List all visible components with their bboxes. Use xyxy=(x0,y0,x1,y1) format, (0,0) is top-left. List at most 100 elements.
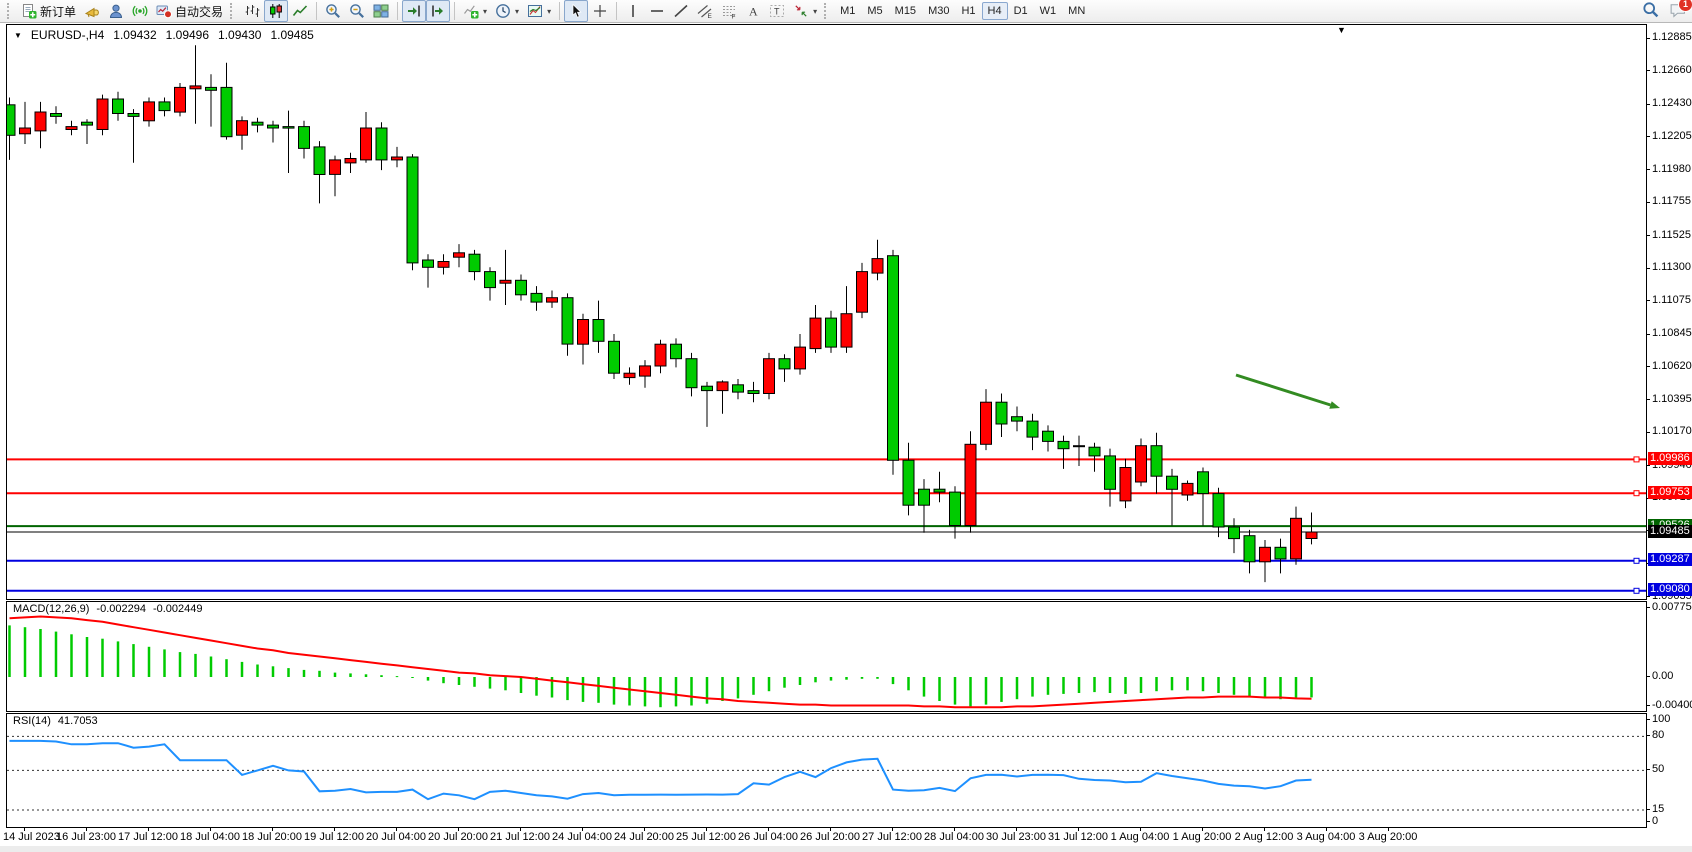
timeframe-w1-button[interactable]: W1 xyxy=(1039,5,1057,17)
vertical-line-button[interactable] xyxy=(621,0,645,22)
date-axis[interactable]: 14 Jul 2023 16 Jul 23:00 17 Jul 12:00 18 Ju… xyxy=(0,827,1692,846)
macd-histogram-bar xyxy=(612,677,616,705)
arrows-button[interactable]: ▾ xyxy=(789,0,821,22)
macd-histogram-bar xyxy=(845,677,848,680)
text-label-button[interactable]: T xyxy=(765,0,789,22)
timeframe-m30-button[interactable]: M30 xyxy=(928,5,950,17)
text-label-icon: T xyxy=(770,5,785,17)
timeframe-m1-button[interactable]: M1 xyxy=(840,5,856,17)
line-chart-button[interactable] xyxy=(288,0,312,22)
timeframe-m5-button[interactable]: M5 xyxy=(867,5,883,17)
macd-canvas[interactable] xyxy=(7,602,1646,711)
rsi-label: RSI(14) 41.7053 xyxy=(13,715,98,727)
equidistant-channel-button[interactable]: E xyxy=(693,0,717,22)
timeframe-d1-button[interactable]: D1 xyxy=(1013,5,1028,17)
macd-histogram-bar xyxy=(364,674,368,677)
toolbar-right: 1 xyxy=(1642,0,1692,23)
candle-body xyxy=(499,279,512,284)
rsi-axis-label: 15 xyxy=(1652,803,1665,815)
autotrade-icon xyxy=(156,5,173,19)
crosshair-button[interactable] xyxy=(588,0,612,22)
date-axis-label: 28 Jul 04:00 xyxy=(924,831,984,843)
megaphone-icon xyxy=(84,7,99,18)
megaphone-button[interactable] xyxy=(80,0,104,22)
macd-histogram-bar xyxy=(178,652,182,677)
price-chip-1.09485: 1.09485 xyxy=(1648,525,1692,538)
candle-body xyxy=(1042,430,1054,442)
candle-body xyxy=(794,346,806,370)
toolbar-grip xyxy=(7,3,14,19)
date-tick xyxy=(768,827,769,831)
macd-histogram-bar xyxy=(984,677,988,705)
timeframe-mn-button[interactable]: MN xyxy=(1068,5,1086,17)
candle-body xyxy=(1243,535,1256,563)
fibonacci-button[interactable]: F xyxy=(717,0,741,22)
price-axis-label: 1.10395 xyxy=(1652,393,1692,405)
auto-scroll-button[interactable] xyxy=(402,0,427,22)
candlestick-canvas[interactable] xyxy=(7,25,1646,599)
notifications-button[interactable]: 1 xyxy=(1669,0,1692,23)
candle-body xyxy=(1290,517,1302,560)
macd-histogram-bar xyxy=(876,677,879,679)
horizontal-line-button[interactable] xyxy=(645,0,669,22)
macd-pane[interactable] xyxy=(6,601,1647,712)
macd-histogram-bar xyxy=(70,634,73,677)
candlestick-button[interactable] xyxy=(264,0,289,22)
new-order-button[interactable]: 新订单 xyxy=(17,0,80,22)
macd-histogram-bar xyxy=(1155,677,1158,692)
price-chart-pane[interactable] xyxy=(6,24,1647,600)
chart-shift-marker-icon[interactable]: ▼ xyxy=(1337,25,1346,35)
macd-histogram-bar xyxy=(969,677,972,707)
chart-shift-button[interactable] xyxy=(426,0,451,22)
timeframe-h4-button[interactable]: H4 xyxy=(981,2,1008,20)
date-tick xyxy=(24,827,25,831)
macd-histogram-bar xyxy=(1279,677,1282,700)
timeframe-m15-button[interactable]: M15 xyxy=(894,5,917,17)
candle-body xyxy=(236,120,248,136)
date-tick xyxy=(582,827,583,831)
candle-body xyxy=(1073,445,1085,448)
macd-histogram-bar xyxy=(907,677,910,691)
new-order-button-label: 新订单 xyxy=(40,4,77,19)
cursor-button[interactable] xyxy=(564,0,589,22)
candle-body xyxy=(112,98,124,114)
price-axis[interactable]: 1.12885 1.12660 1.12430 1.12205 1.11980 1.117… xyxy=(1646,24,1692,828)
timeframe-h1-button[interactable]: H1 xyxy=(961,5,976,17)
trendline-button[interactable] xyxy=(669,0,693,22)
toolbar-grip xyxy=(230,3,237,19)
bar-chart-button[interactable] xyxy=(240,0,264,22)
templates-button[interactable]: ▾ xyxy=(523,0,555,22)
price-axis-label: 1.12430 xyxy=(1652,97,1692,109)
zoom-in-button[interactable] xyxy=(321,0,345,22)
auto-scroll-icon xyxy=(408,5,420,17)
candle-body xyxy=(856,271,868,313)
date-axis-label: 19 Jul 12:00 xyxy=(304,831,364,843)
text-button[interactable]: A xyxy=(741,0,765,22)
toolbar-separator xyxy=(454,2,456,20)
rsi-pane[interactable] xyxy=(6,713,1647,828)
autotrading-button[interactable]: 自动交易 xyxy=(152,0,227,22)
zoom-out-button[interactable] xyxy=(345,0,369,22)
periods-button[interactable]: ▾ xyxy=(491,0,523,22)
candle-body xyxy=(158,101,171,112)
rsi-canvas[interactable] xyxy=(7,714,1646,827)
indicators-button[interactable]: ▾ xyxy=(459,0,491,22)
date-tick xyxy=(272,827,273,831)
candle-body xyxy=(34,111,47,132)
candle-body xyxy=(468,253,481,273)
date-tick xyxy=(1078,827,1079,831)
search-icon[interactable] xyxy=(1642,1,1659,23)
date-axis-label: 3 Aug 04:00 xyxy=(1296,831,1356,843)
dropdown-caret-icon: ▾ xyxy=(515,6,520,16)
arrows-icon xyxy=(795,5,807,17)
tile-windows-button[interactable] xyxy=(369,0,393,22)
zoom-in-icon xyxy=(326,4,341,18)
signals-button[interactable] xyxy=(128,0,152,22)
community-button[interactable] xyxy=(104,0,128,22)
macd-histogram-bar xyxy=(736,677,740,699)
signals-icon xyxy=(132,5,148,17)
date-tick xyxy=(1140,827,1141,831)
macd-histogram-bar xyxy=(860,677,864,679)
one-click-toggle-icon[interactable]: ▼ xyxy=(14,30,22,40)
date-axis-label: 18 Jul 04:00 xyxy=(180,831,240,843)
